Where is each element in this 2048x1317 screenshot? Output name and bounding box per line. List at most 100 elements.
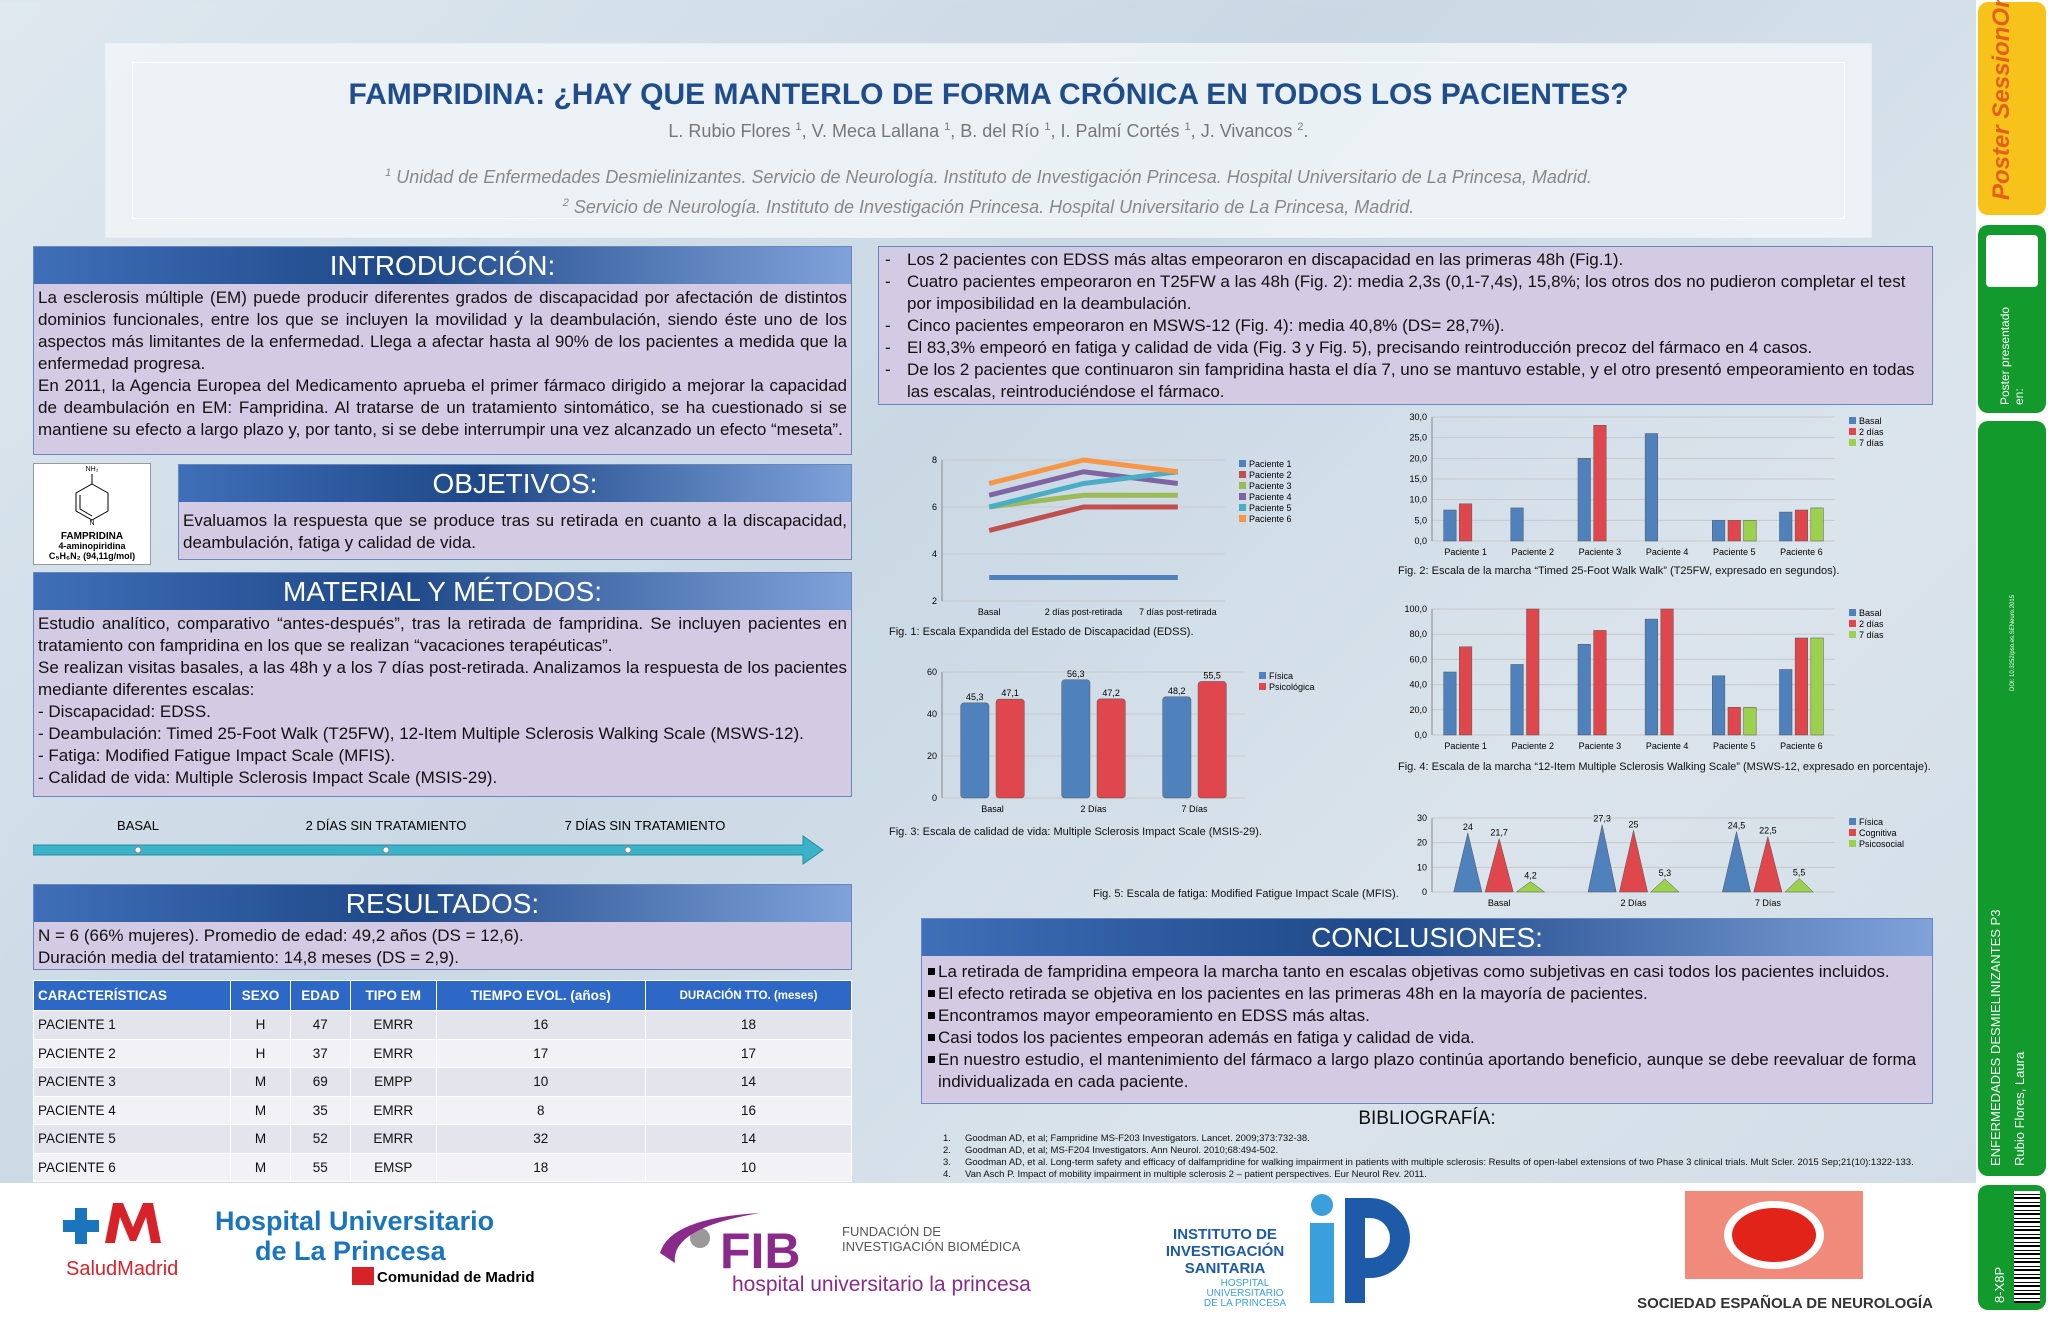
bar — [1577, 644, 1591, 736]
x-tick-label: 2 días post-retirada — [1045, 607, 1123, 617]
comunidad: Comunidad de Madrid — [377, 1269, 535, 1286]
sen-mini — [1986, 235, 2038, 287]
cell: 17 — [435, 1038, 647, 1068]
y-tick-label: 0 — [1422, 887, 1427, 897]
cell: 18 — [645, 1010, 852, 1040]
bar — [1593, 425, 1607, 542]
molecule-alt: 4-aminopiridina — [58, 541, 126, 551]
line — [988, 492, 1178, 510]
bullet-mark: - — [885, 316, 891, 335]
y-tick-label: 20,0 — [1409, 453, 1427, 463]
legend-swatch — [1239, 460, 1246, 467]
cell: M — [230, 1152, 291, 1182]
cone — [1484, 837, 1514, 893]
brand: Poster SessionOnline — [1988, 0, 2016, 200]
author-aff: 1 — [944, 121, 951, 133]
header-cell: DURACIÓN TTO. (meses) — [645, 980, 852, 1011]
x-tick-label: Basal — [978, 607, 1001, 617]
bar — [1459, 503, 1473, 542]
author-name: B. del Río — [960, 121, 1040, 141]
author-aff: 1 — [1044, 121, 1051, 133]
x-tick-label: Basal — [1488, 898, 1511, 908]
cell: EMRR — [349, 1095, 437, 1125]
reference: 3. Goodman AD, et al. Long-term safety an… — [935, 1157, 1935, 1169]
value-label: 21,7 — [1490, 827, 1508, 837]
cell: 16 — [645, 1095, 852, 1125]
conclusion-text: La retirada de fampridina empeora la mar… — [938, 962, 1890, 981]
bar — [1779, 511, 1793, 542]
square — [928, 1034, 935, 1041]
m-letter — [105, 1203, 161, 1243]
x-tick-label: Paciente 2 — [1511, 741, 1554, 751]
iis-sub: DE LA PRINCESA — [1204, 1298, 1287, 1309]
y-tick-label: 20 — [1417, 838, 1427, 848]
bullet-text: El 83,3% empeoró en fatiga y calidad de … — [907, 338, 1813, 357]
code: 8-X8P — [1992, 1266, 2007, 1303]
ref-number: 4. — [943, 1169, 951, 1180]
timeline-label: BASAL — [117, 818, 159, 833]
timeline-point — [624, 846, 632, 854]
cell: 10 — [645, 1152, 852, 1182]
code-box: 8-X8P — [1978, 1185, 2046, 1310]
legend-swatch — [1259, 683, 1266, 690]
value-label: 22,5 — [1759, 826, 1777, 836]
logos: SaludMadrid Hospital Universitario de La… — [63, 1191, 1933, 1312]
p-letter — [1345, 1198, 1410, 1303]
bullet-square — [922, 1005, 938, 1027]
square — [928, 1056, 935, 1063]
molecule-formula: C₅H₆N₂ (94,11g/mol) — [49, 551, 135, 561]
cell: EMRR — [349, 1124, 437, 1154]
bar — [1526, 608, 1540, 736]
header-frame — [132, 62, 1845, 219]
bullet: - El 83,3% empeoró en fatiga y calidad de… — [879, 337, 1932, 359]
figure: 0,0 5,0 10,0 15,0 20,0 25,0 30,0 Paciente 1 Paci… — [1409, 412, 1884, 557]
row: PACIENTE 4 M 35 EMRR 8 16 — [32, 1095, 852, 1125]
fib-sub: INVESTIGACIÓN BIOMÉDICA — [842, 1239, 1021, 1254]
presented: Poster presentado en: — [1998, 306, 2026, 405]
timeline: BASAL 2 DÍAS SIN TRATAMIENTO 7 DÍAS SIN … — [33, 818, 824, 865]
figure: 0 20 40 60 Basal 2 Días 7 Días 45,3 56,3 48,2 Físi… — [927, 667, 1315, 814]
flag — [352, 1267, 374, 1285]
conclusions: CONCLUSIONES: La retirada de fampridina … — [921, 918, 1933, 1104]
timeline-label: 2 DÍAS SIN TRATAMIENTO — [306, 818, 467, 833]
objectives-text: Evaluamos la respuesta que se produce tr… — [183, 511, 847, 552]
legend-label: Basal — [1859, 416, 1882, 426]
cone — [1587, 824, 1617, 893]
line: - Calidad de vida: Multiple Sclerosis Im… — [38, 768, 498, 787]
affiliation-sup: 2 — [562, 197, 569, 209]
hospital-name: Hospital Universitario — [215, 1206, 494, 1236]
row: PACIENTE 5 M 52 EMRR 32 14 — [32, 1124, 852, 1154]
y-tick-label: 20 — [927, 751, 937, 761]
line — [988, 469, 1179, 498]
dot — [1311, 1194, 1333, 1216]
bullet-text: Cinco pacientes empeoraron en MSWS-12 (F… — [907, 316, 1505, 335]
timeline-arrow — [33, 835, 824, 865]
cell: 10 — [435, 1067, 647, 1097]
affiliation: 2 Servicio de Neurología. Instituto de I… — [106, 190, 1871, 220]
bar — [1712, 520, 1726, 542]
cell: PACIENTE 5 — [32, 1124, 232, 1154]
title: FAMPRIDINA: ¿HAY QUE MANTERLO DE FORMA C… — [348, 78, 1629, 111]
results-heading: RESULTADOS: — [34, 885, 851, 922]
x-tick-label: Basal — [981, 804, 1004, 814]
bar — [1660, 608, 1674, 736]
molecule: NH₂ N FAMPRIDINA 4-aminopiridina C₅H₆N₂ … — [33, 463, 151, 565]
y-tick-label: 40 — [927, 709, 937, 719]
author-sep: , — [1190, 121, 1196, 141]
cell: 14 — [645, 1067, 852, 1097]
legend-label: 2 días — [1859, 427, 1884, 437]
bar — [1644, 618, 1658, 736]
bullet-mark: - — [885, 250, 891, 269]
header-cell: SEXO — [230, 980, 291, 1011]
bar — [1593, 630, 1607, 736]
iis-sub: UNIVERSITARIO — [1206, 1288, 1283, 1299]
conclusion: La retirada de fampridina empeora la mar… — [922, 961, 1932, 983]
reference: 2. Goodman AD, et al; MS-F204 Investigato… — [935, 1145, 1935, 1157]
bullet-text: Cuatro pacientes empeoraron en T25FW a l… — [907, 272, 1906, 313]
legend-swatch — [1849, 818, 1856, 825]
barcode — [2014, 1191, 2040, 1303]
x-tick-label: 7 Días — [1181, 804, 1208, 814]
legend-label: 7 días — [1859, 438, 1884, 448]
timeline-point — [134, 846, 142, 854]
y-tick-label: 25,0 — [1409, 433, 1427, 443]
